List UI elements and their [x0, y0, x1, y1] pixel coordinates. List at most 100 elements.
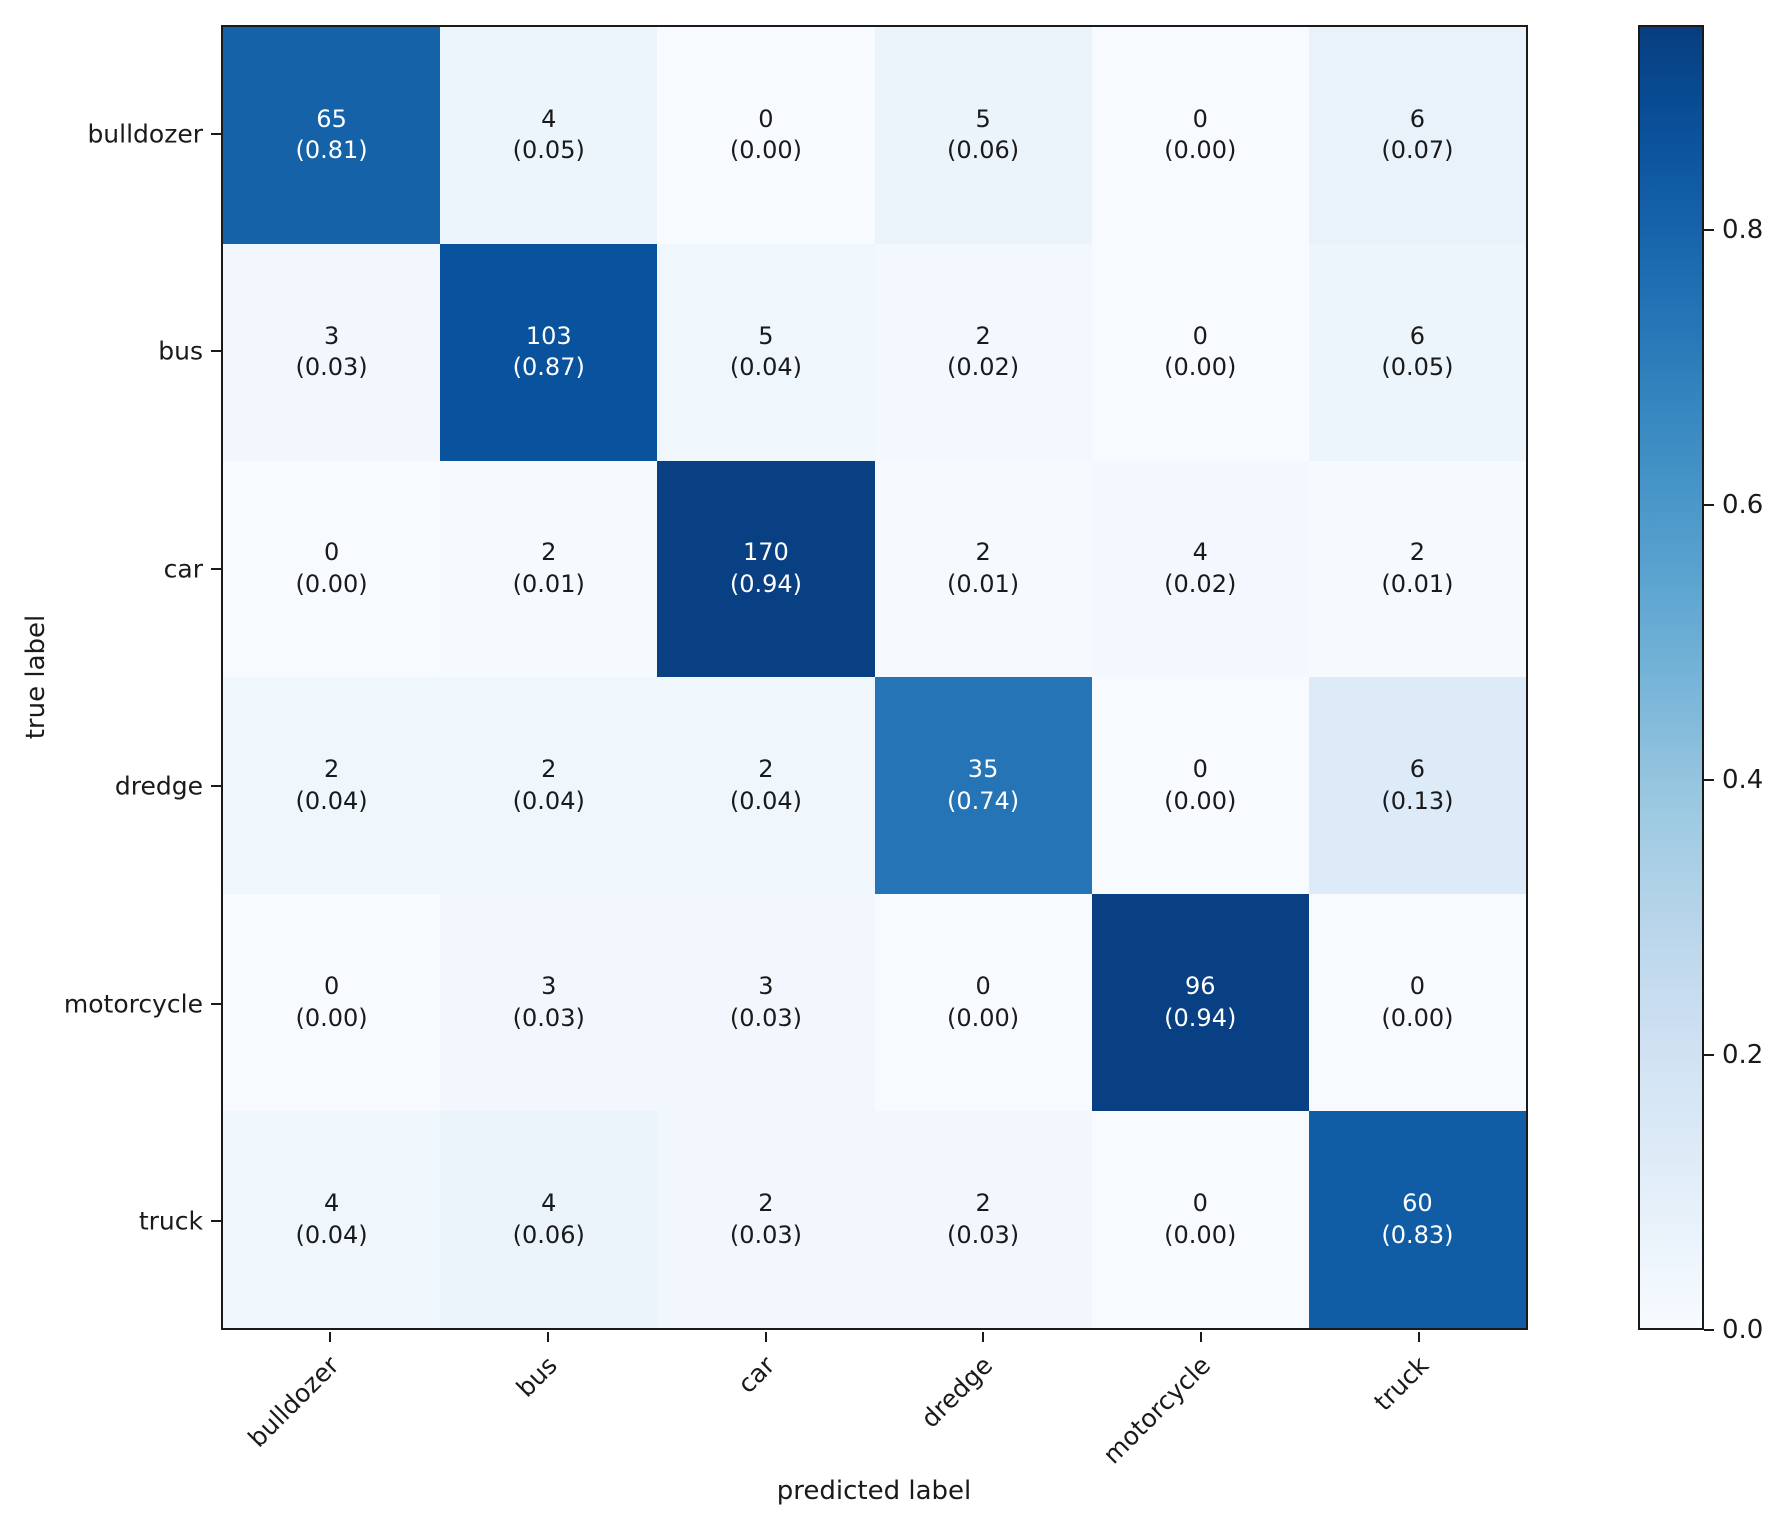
colorbar-tick-label-0.0: 0.0: [1722, 1315, 1764, 1345]
matrix-cell-dredge-bulldozer: 2 (0.04): [223, 677, 441, 895]
cell-count: 0: [323, 538, 340, 567]
cell-proportion: (0.04): [729, 786, 802, 815]
cell-count: 2: [975, 1188, 991, 1217]
x-tick-label-bus: bus: [510, 1350, 563, 1403]
cell-count: 0: [323, 972, 340, 1001]
cell-proportion: (0.81): [295, 136, 368, 165]
matrix-cell-bus-motorcycle: 0 (0.00): [1091, 243, 1309, 461]
matrix-cell-car-bulldozer: 0 (0.00): [223, 460, 441, 678]
cell-proportion: (0.05): [1381, 353, 1454, 382]
colorbar: [1638, 25, 1704, 1330]
colorbar-tick-mark: [1704, 228, 1714, 231]
cell-count: 2: [541, 538, 557, 567]
colorbar-tick-label-0.4: 0.4: [1722, 764, 1764, 795]
y-tick-label-dredge: dredge: [114, 771, 203, 801]
cell-proportion: (0.03): [946, 1220, 1020, 1249]
cell-proportion: (0.00): [1381, 1003, 1454, 1032]
matrix-cell-bus-car: 5 (0.04): [657, 243, 875, 461]
cell-count: 35: [967, 755, 999, 784]
cell-proportion: (0.04): [512, 786, 585, 815]
matrix-cell-dredge-motorcycle: 0 (0.00): [1091, 677, 1309, 895]
x-tick-label-car: car: [732, 1350, 781, 1399]
x-tick-mark: [1200, 1332, 1203, 1342]
cell-proportion: (0.00): [1164, 353, 1237, 382]
colorbar-tick-label-0.2: 0.2: [1722, 1039, 1764, 1070]
cell-count: 0: [1192, 1188, 1208, 1217]
cell-count: 4: [323, 1188, 340, 1217]
y-tick-label-car: car: [163, 554, 203, 584]
cell-count: 4: [541, 104, 557, 133]
cell-count: 3: [541, 972, 557, 1001]
y-tick-label-truck: truck: [138, 1206, 203, 1236]
cell-proportion: (0.06): [946, 136, 1020, 165]
cell-count: 60: [1402, 1188, 1433, 1217]
cell-count: 96: [1184, 972, 1216, 1001]
cell-count: 0: [758, 104, 774, 133]
cell-count: 5: [975, 104, 991, 133]
matrix-cell-car-car: 170 (0.94): [657, 460, 875, 678]
cell-count: 2: [323, 755, 340, 784]
cell-proportion: (0.01): [946, 570, 1020, 599]
matrix-cell-motorcycle-bulldozer: 0 (0.00): [223, 894, 441, 1112]
cell-count: 5: [758, 321, 774, 350]
matrix-cell-truck-bus: 4 (0.06): [440, 1111, 658, 1328]
cell-count: 170: [743, 538, 789, 567]
x-tick-mark: [764, 1332, 767, 1342]
cell-count: 6: [1409, 104, 1426, 133]
cell-proportion: (0.94): [1164, 1003, 1237, 1032]
cell-count: 6: [1409, 755, 1426, 784]
matrix-cell-truck-truck: 60 (0.83): [1308, 1111, 1526, 1328]
x-tick-mark: [982, 1332, 985, 1342]
cell-proportion: (0.03): [729, 1003, 802, 1032]
cell-proportion: (0.03): [295, 353, 368, 382]
matrix-cell-truck-bulldozer: 4 (0.04): [223, 1111, 441, 1328]
cell-proportion: (0.04): [729, 353, 802, 382]
matrix-cell-bulldozer-bulldozer: 65 (0.81): [223, 27, 441, 244]
heatmap-matrix: 65 (0.81) 4 (0.05) 0 (0.00) 5 (0.06) 0 (0.00) 6 (0.…: [223, 27, 1526, 1328]
matrix-cell-car-bus: 2 (0.01): [440, 460, 658, 678]
cell-count: 2: [758, 1188, 774, 1217]
matrix-cell-bus-truck: 6 (0.05): [1308, 243, 1526, 461]
matrix-cell-bulldozer-bus: 4 (0.05): [440, 27, 658, 244]
x-axis-title: predicted label: [776, 1476, 972, 1506]
matrix-cell-motorcycle-bus: 3 (0.03): [440, 894, 658, 1112]
cell-proportion: (0.03): [729, 1220, 802, 1249]
cell-proportion: (0.00): [1164, 1220, 1237, 1249]
matrix-cell-dredge-bus: 2 (0.04): [440, 677, 658, 895]
matrix-cell-motorcycle-car: 3 (0.03): [657, 894, 875, 1112]
plot-area: 65 (0.81) 4 (0.05) 0 (0.00) 5 (0.06) 0 (0.00) 6 (0.…: [221, 25, 1528, 1330]
matrix-cell-bulldozer-car: 0 (0.00): [657, 27, 875, 244]
y-tick-mark: [211, 785, 221, 788]
colorbar-tick-label-0.8: 0.8: [1722, 214, 1764, 245]
matrix-cell-bulldozer-motorcycle: 0 (0.00): [1091, 27, 1309, 244]
matrix-cell-truck-motorcycle: 0 (0.00): [1091, 1111, 1309, 1328]
cell-proportion: (0.04): [295, 786, 368, 815]
colorbar-tick-label-0.6: 0.6: [1722, 489, 1764, 520]
x-tick-label-truck: truck: [1368, 1350, 1435, 1417]
cell-count: 0: [1192, 755, 1208, 784]
cell-count: 6: [1409, 321, 1426, 350]
cell-proportion: (0.07): [1381, 136, 1454, 165]
matrix-cell-bus-dredge: 2 (0.02): [874, 243, 1092, 461]
y-tick-label-bus: bus: [158, 336, 203, 366]
cell-count: 4: [541, 1188, 557, 1217]
x-tick-label-bulldozer: bulldozer: [242, 1350, 346, 1453]
cell-proportion: (0.06): [512, 1220, 585, 1249]
colorbar-tick-mark: [1704, 1329, 1714, 1331]
matrix-cell-dredge-dredge: 35 (0.74): [874, 677, 1092, 895]
colorbar-tick-mark: [1704, 503, 1714, 506]
cell-proportion: (0.05): [512, 136, 585, 165]
cell-proportion: (0.02): [946, 353, 1020, 382]
x-tick-label-dredge: dredge: [915, 1350, 999, 1434]
cell-count: 2: [975, 321, 991, 350]
cell-proportion: (0.01): [512, 570, 585, 599]
cell-proportion: (0.04): [295, 1220, 368, 1249]
matrix-cell-dredge-car: 2 (0.04): [657, 677, 875, 895]
colorbar-tick-mark: [1704, 778, 1714, 781]
x-tick-label-motorcycle: motorcycle: [1097, 1350, 1217, 1470]
cell-proportion: (0.13): [1381, 786, 1454, 815]
x-tick-mark: [328, 1332, 331, 1342]
cell-count: 4: [1192, 538, 1208, 567]
matrix-cell-motorcycle-dredge: 0 (0.00): [874, 894, 1092, 1112]
